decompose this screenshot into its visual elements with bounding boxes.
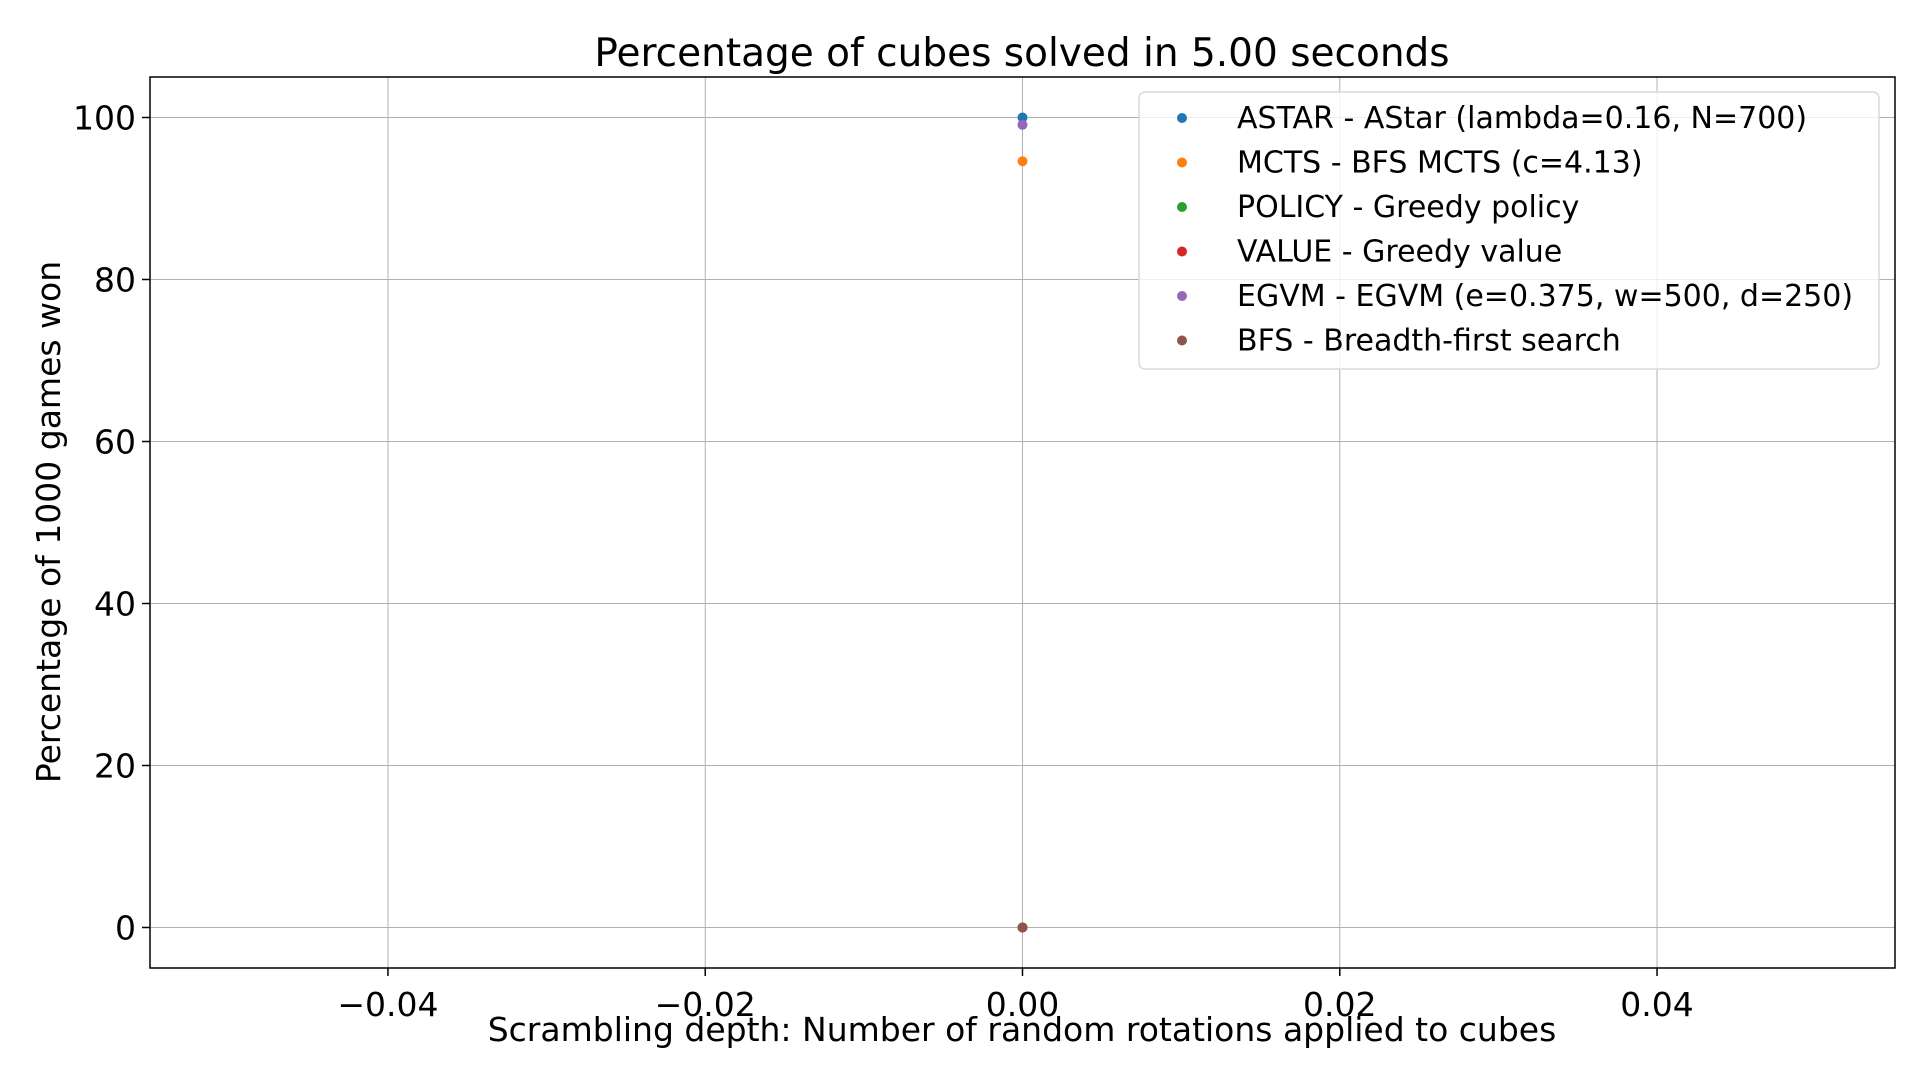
legend-marker [1177, 157, 1187, 168]
y-tick-label: 20 [94, 747, 136, 786]
x-tick-label: 0.04 [1620, 985, 1693, 1024]
legend: ASTAR - AStar (lambda=0.16, N=700) MCTS -… [1138, 91, 1880, 370]
y-axis-label: Percentage of 1000 games won [29, 261, 68, 783]
data-point-6 [1017, 922, 1028, 933]
legend-entry-label: EGVM - EGVM (e=0.375, w=500, d=250) [1237, 279, 1853, 314]
legend-marker [1177, 246, 1187, 257]
legend-marker [1177, 202, 1187, 212]
data-point-2 [1017, 156, 1028, 167]
x-tick-label: −0.02 [655, 985, 756, 1024]
chart-title: Percentage of cubes solved in 5.00 secon… [594, 31, 1449, 76]
data-point-5 [1017, 119, 1028, 130]
x-axis-ticks: −0.04 −0.02 0.00 0.02 0.04 [337, 968, 1694, 1024]
legend-entry-label: ASTAR - AStar (lambda=0.16, N=700) [1237, 101, 1807, 136]
data-point-1 [1017, 112, 1028, 123]
legend-marker [1177, 335, 1187, 346]
x-tick-label: 0.00 [986, 985, 1059, 1024]
legend-entry-label: MCTS - BFS MCTS (c=4.13) [1237, 146, 1643, 181]
legend-entry-label: POLICY - Greedy policy [1237, 190, 1579, 225]
legend-entry-label: VALUE - Greedy value [1237, 235, 1562, 270]
legend-marker [1177, 113, 1187, 123]
y-axis-ticks: 0 20 40 60 80 100 [73, 99, 150, 948]
x-tick-label: −0.04 [337, 985, 438, 1024]
y-tick-label: 0 [115, 909, 136, 948]
y-tick-label: 100 [73, 99, 136, 138]
y-tick-label: 40 [94, 585, 136, 624]
data-points [1017, 112, 1028, 933]
y-tick-label: 60 [94, 423, 136, 462]
x-axis-label: Scrambling depth: Number of random rotat… [488, 1010, 1557, 1049]
x-tick-label: 0.02 [1303, 985, 1376, 1024]
legend-box [1138, 91, 1880, 370]
y-tick-label: 80 [94, 261, 136, 300]
legend-marker [1177, 291, 1187, 301]
legend-entry-label: BFS - Breadth-first search [1237, 324, 1621, 359]
